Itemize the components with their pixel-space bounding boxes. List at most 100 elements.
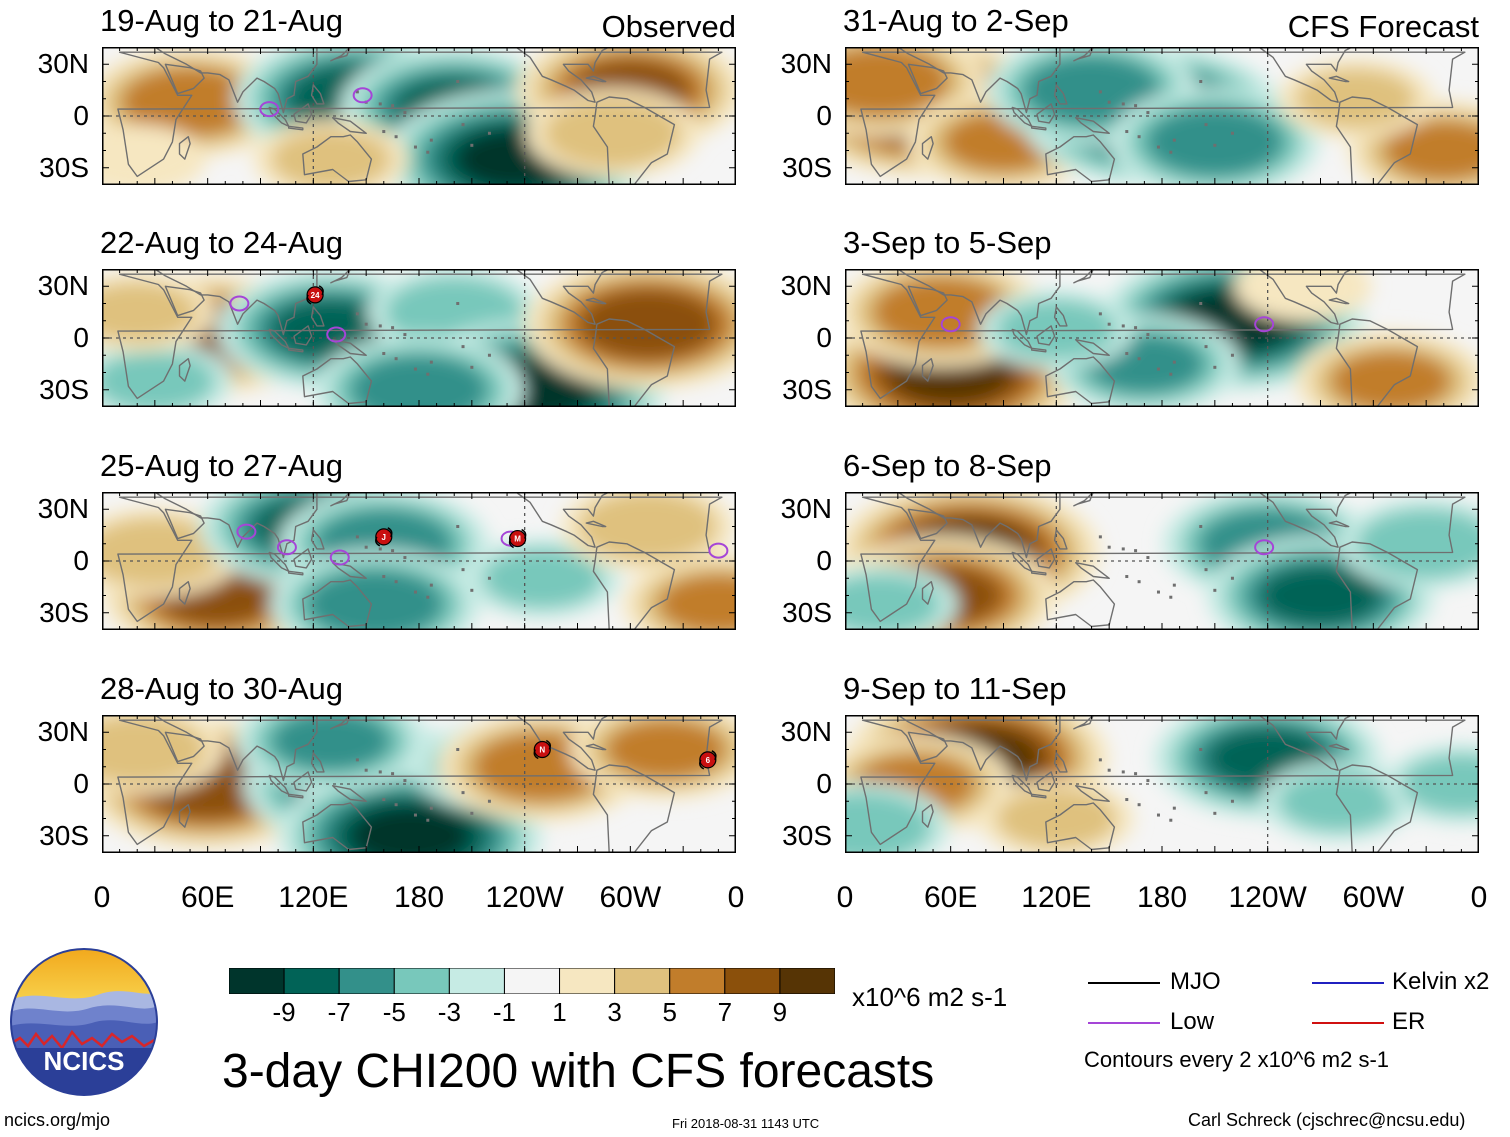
legend-note: Contours every 2 x10^6 m2 s-1 [1084,1047,1390,1072]
coastline-arabia [907,285,948,317]
x-tick-label: 0 [836,881,854,914]
island-mark [1199,525,1203,528]
coastline-north-america [1258,492,1353,548]
island-mark [403,556,407,560]
coastline-japan [1073,715,1094,730]
y-tick-label: 0 [73,545,89,576]
coastline-borneo [1036,325,1056,346]
coastline-new-guinea [332,117,367,134]
coastline-arabia [907,63,948,95]
low-contour [259,101,280,118]
coastline-philippines [1053,306,1068,327]
island-mark [1204,345,1208,349]
island-mark [1125,575,1129,579]
anomaly-blob [1278,771,1399,832]
storm-label: 24 [311,291,320,300]
panel-corner-label: Observed [601,9,736,44]
low-contour [1254,316,1275,333]
island-mark [1230,131,1234,135]
coastline-madagascar [178,136,191,160]
y-tick-label: 0 [816,100,832,131]
island-mark [461,568,465,572]
coastline-japan [1073,492,1094,507]
storm-marker: J [375,527,393,547]
island-mark [364,768,368,772]
island-mark [487,131,491,135]
island-mark [487,353,491,357]
island-mark [355,312,359,316]
anomaly-blob [350,805,471,853]
x-tick-label: 120W [485,881,564,914]
low-contour [229,295,250,312]
island-mark [429,360,433,364]
coastline-arabia [907,731,948,763]
island-mark [461,791,465,795]
anomaly-blob [350,354,488,407]
island-mark [1098,535,1102,539]
storm-marker: N [533,739,552,760]
colorbar-tick-label: 5 [662,997,677,1027]
coastline-java [288,570,304,576]
x-tick-label: 120W [1228,881,1307,914]
coastline-south-america [1335,764,1419,853]
island-mark [403,111,407,115]
coastline-java [288,793,304,799]
island-mark [394,803,398,807]
island-mark [1107,545,1111,549]
island-mark [1098,312,1102,316]
coastline-borneo [1036,548,1056,569]
coastline-arabia [164,731,205,763]
island-mark [1169,595,1173,599]
x-tick-label: 180 [1136,881,1188,914]
panel-title: 25-Aug to 27-Aug [100,448,344,483]
island-mark [1230,799,1234,803]
coastline-new-guinea [1075,339,1110,356]
footer-author: Carl Schreck (cjschrec@ncsu.edu) [1188,1110,1466,1130]
anomaly-blob [872,277,1011,348]
coastline-new-guinea [1075,785,1110,802]
map-panel: N6 [102,715,736,853]
coastline-africa [860,719,1466,846]
coastline-south-america [592,318,676,407]
coastline-japan [330,269,351,284]
colorbar-tick-label: 3 [607,997,622,1027]
panel-title: 22-Aug to 24-Aug [100,225,344,260]
coastline-java [1031,570,1047,576]
coastline-borneo [1036,771,1056,792]
island-mark [1156,145,1160,149]
logo-text: NCICS [44,1046,125,1076]
island-mark [1121,547,1125,551]
colorbar-swatch [393,968,450,994]
island-mark [461,345,465,349]
island-mark [355,90,359,94]
legend-mjo-line [1088,982,1160,984]
island-mark [1146,556,1150,560]
y-tick-label: 0 [73,768,89,799]
x-tick-label: 120E [1021,881,1092,914]
island-mark [426,150,430,154]
island-mark [1199,748,1203,751]
coastline-australia [1045,802,1116,851]
island-mark [1121,770,1125,774]
island-mark [413,813,417,817]
island-mark [394,580,398,584]
coastline-madagascar [921,581,934,605]
coastline-philippines [310,529,325,550]
y-tick-label: 30N [37,716,89,748]
anomaly-blob [270,129,391,185]
coastline-philippines [310,752,325,773]
panel-title: 3-Sep to 5-Sep [843,225,1052,260]
anomaly-blob [1295,68,1416,129]
anomaly-blob [305,569,444,630]
anomaly-blob [102,282,198,343]
legend-low-line [1088,1022,1160,1024]
map-panel [845,492,1479,630]
island-mark [1107,768,1111,772]
x-tick-label: 60E [180,881,235,914]
anomaly-blob [102,517,224,588]
colorbar-swatch [669,968,726,994]
island-mark [1098,90,1102,94]
footer-url[interactable]: ncics.org/mjo [4,1110,111,1130]
island-mark [1230,576,1234,580]
coastline-philippines [310,84,325,105]
